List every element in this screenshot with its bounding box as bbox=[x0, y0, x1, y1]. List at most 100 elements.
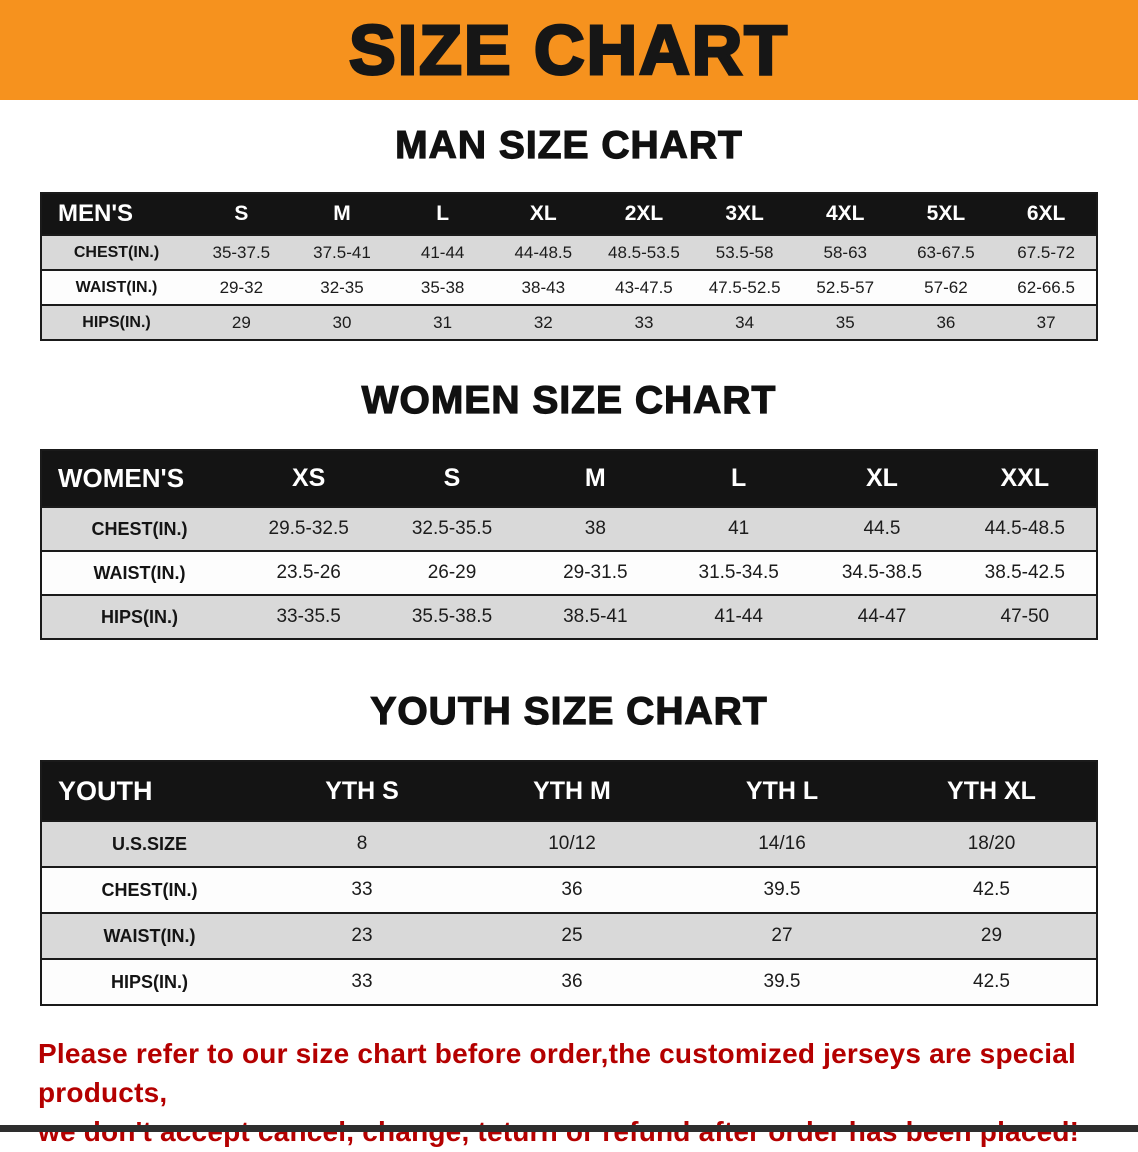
row-label: CHEST(IN.) bbox=[73, 243, 160, 261]
size-value-cell: 34 bbox=[735, 312, 755, 332]
row-label: U.S.SIZE bbox=[111, 833, 187, 854]
size-value-cell: 35-37.5 bbox=[212, 242, 271, 262]
size-header-cell: S bbox=[380, 450, 524, 507]
order-notice: Please refer to our size chart before or… bbox=[38, 1034, 1100, 1152]
table-row: CHEST(IN.) 33 36 39.5 42.5 bbox=[41, 867, 1097, 913]
banner: SIZE CHART bbox=[0, 0, 1138, 100]
table-row: WAIST(IN.) 29-32 32-35 35-38 38-43 43-47.5 47.… bbox=[41, 270, 1097, 305]
size-value-cell: 38 bbox=[584, 518, 606, 539]
size-value-cell: 39.5 bbox=[763, 971, 801, 992]
table-title-cell: MEN'S bbox=[41, 193, 191, 235]
size-header-cell: XS bbox=[237, 450, 381, 507]
size-value-cell: 41 bbox=[728, 518, 750, 539]
row-label: CHEST(IN.) bbox=[101, 879, 198, 900]
table-row: CHEST(IN.) 35-37.5 37.5-41 41-44 44-48.5 48.5… bbox=[41, 235, 1097, 270]
size-value-cell: 39.5 bbox=[763, 879, 801, 900]
size-value-cell: 58-63 bbox=[823, 242, 867, 262]
size-value-cell: 36 bbox=[561, 879, 583, 900]
size-value-cell: 29.5-32.5 bbox=[268, 518, 349, 539]
size-value-cell: 35 bbox=[835, 312, 855, 332]
size-value-cell: 38.5-41 bbox=[563, 606, 628, 627]
row-label: HIPS(IN.) bbox=[100, 606, 178, 627]
size-value-cell: 29 bbox=[231, 312, 251, 332]
size-value-cell: 44.5 bbox=[863, 518, 901, 539]
notice-line-1: Please refer to our size chart before or… bbox=[38, 1038, 1077, 1109]
bottom-edge-bar bbox=[0, 1125, 1138, 1132]
youth-size-table: YOUTH YTH S YTH M YTH L YTH XL U.S.SIZE 8 10/12… bbox=[40, 760, 1098, 1006]
size-value-cell: 27 bbox=[771, 925, 793, 946]
size-value-cell: 26-29 bbox=[427, 562, 477, 583]
size-header-cell: XL bbox=[810, 450, 954, 507]
table-header-row: WOMEN'S XS S M L XL XXL bbox=[41, 450, 1097, 507]
men-section-heading: MAN SIZE CHART bbox=[395, 123, 743, 167]
size-value-cell: 14/16 bbox=[758, 833, 806, 854]
size-header-cell: 6XL bbox=[996, 193, 1097, 235]
size-value-cell: 32 bbox=[533, 312, 553, 332]
size-value-cell: 34.5-38.5 bbox=[841, 562, 923, 583]
size-value-cell: 41-44 bbox=[420, 242, 465, 262]
women-section-heading: WOMEN SIZE CHART bbox=[361, 378, 777, 422]
size-value-cell: 44-48.5 bbox=[514, 242, 573, 262]
row-label: CHEST(IN.) bbox=[91, 518, 188, 539]
table-row: WAIST(IN.) 23 25 27 29 bbox=[41, 913, 1097, 959]
page-title: SIZE CHART bbox=[348, 11, 789, 89]
size-value-cell: 33-35.5 bbox=[276, 606, 341, 627]
table-row: HIPS(IN.) 33-35.5 35.5-38.5 38.5-41 41-44 44-… bbox=[41, 595, 1097, 639]
size-value-cell: 32-35 bbox=[320, 277, 364, 297]
size-header-cell: S bbox=[191, 193, 292, 235]
size-value-cell: 42.5 bbox=[973, 879, 1010, 900]
size-value-cell: 47.5-52.5 bbox=[708, 277, 781, 297]
size-value-cell: 41-44 bbox=[714, 606, 763, 627]
size-header-cell: 5XL bbox=[895, 193, 997, 235]
women-size-chart-section: WOMEN SIZE CHART WOMEN'S XS S M L XL XXL CHEST(… bbox=[0, 378, 1138, 640]
size-header-cell: YTH L bbox=[677, 761, 887, 821]
size-value-cell: 48.5-53.5 bbox=[608, 242, 680, 262]
table-row: CHEST(IN.) 29.5-32.5 32.5-35.5 38 41 44.5 44.5… bbox=[41, 507, 1097, 551]
size-value-cell: 29-32 bbox=[219, 277, 264, 297]
size-value-cell: 36 bbox=[936, 312, 956, 332]
size-value-cell: 30 bbox=[332, 312, 352, 332]
size-value-cell: 62-66.5 bbox=[1017, 277, 1075, 297]
size-value-cell: 42.5 bbox=[973, 971, 1010, 992]
size-value-cell: 31.5-34.5 bbox=[698, 562, 779, 583]
table-row: WAIST(IN.) 23.5-26 26-29 29-31.5 31.5-34.5 34… bbox=[41, 551, 1097, 595]
size-value-cell: 44.5-48.5 bbox=[984, 518, 1065, 539]
men-size-table: MEN'S S M L XL 2XL 3XL 4XL 5XL 6XL CHEST(IN.) 35-37… bbox=[40, 192, 1098, 341]
size-value-cell: 44-47 bbox=[857, 606, 907, 627]
table-row: U.S.SIZE 8 10/12 14/16 18/20 bbox=[41, 821, 1097, 867]
size-value-cell: 67.5-72 bbox=[1017, 242, 1075, 262]
size-value-cell: 47-50 bbox=[1000, 606, 1050, 627]
size-value-cell: 37 bbox=[1036, 312, 1056, 332]
size-value-cell: 10/12 bbox=[548, 833, 596, 854]
size-chart-content: MAN SIZE CHART MEN'S S M L XL 2XL 3XL 4XL 5XL 6XL… bbox=[0, 123, 1138, 1006]
size-value-cell: 23 bbox=[351, 925, 373, 946]
size-value-cell: 53.5-58 bbox=[715, 242, 774, 262]
size-value-cell: 33 bbox=[351, 971, 373, 992]
row-label: WAIST(IN.) bbox=[75, 278, 158, 296]
table-row: HIPS(IN.) 29 30 31 32 33 34 35 36 37 bbox=[41, 305, 1097, 340]
size-header-cell: M bbox=[291, 193, 393, 235]
size-value-cell: 33 bbox=[634, 312, 654, 332]
size-value-cell: 36 bbox=[561, 971, 583, 992]
women-size-table: WOMEN'S XS S M L XL XXL CHEST(IN.) 29.5-32.5 32.5… bbox=[40, 449, 1098, 640]
size-value-cell: 63-67.5 bbox=[917, 242, 975, 262]
table-title-cell: WOMEN'S bbox=[41, 450, 237, 507]
size-header-cell: 2XL bbox=[593, 193, 695, 235]
size-value-cell: 8 bbox=[356, 833, 368, 854]
size-header-cell: XXL bbox=[953, 450, 1097, 507]
table-title-cell: YOUTH bbox=[41, 761, 257, 821]
size-value-cell: 43-47.5 bbox=[615, 277, 673, 297]
size-header-cell: 3XL bbox=[694, 193, 795, 235]
size-value-cell: 23.5-26 bbox=[276, 562, 341, 583]
row-label: HIPS(IN.) bbox=[82, 313, 151, 331]
men-size-chart-section: MAN SIZE CHART MEN'S S M L XL 2XL 3XL 4XL 5XL 6XL… bbox=[0, 123, 1138, 341]
row-label: HIPS(IN.) bbox=[110, 971, 188, 992]
size-value-cell: 32.5-35.5 bbox=[411, 518, 493, 539]
table-header-row: YOUTH YTH S YTH M YTH L YTH XL bbox=[41, 761, 1097, 821]
size-value-cell: 57-62 bbox=[924, 277, 968, 297]
size-header-cell: XL bbox=[492, 193, 594, 235]
size-header-cell: 4XL bbox=[794, 193, 896, 235]
size-header-cell: YTH S bbox=[257, 761, 467, 821]
size-value-cell: 38.5-42.5 bbox=[984, 562, 1065, 583]
